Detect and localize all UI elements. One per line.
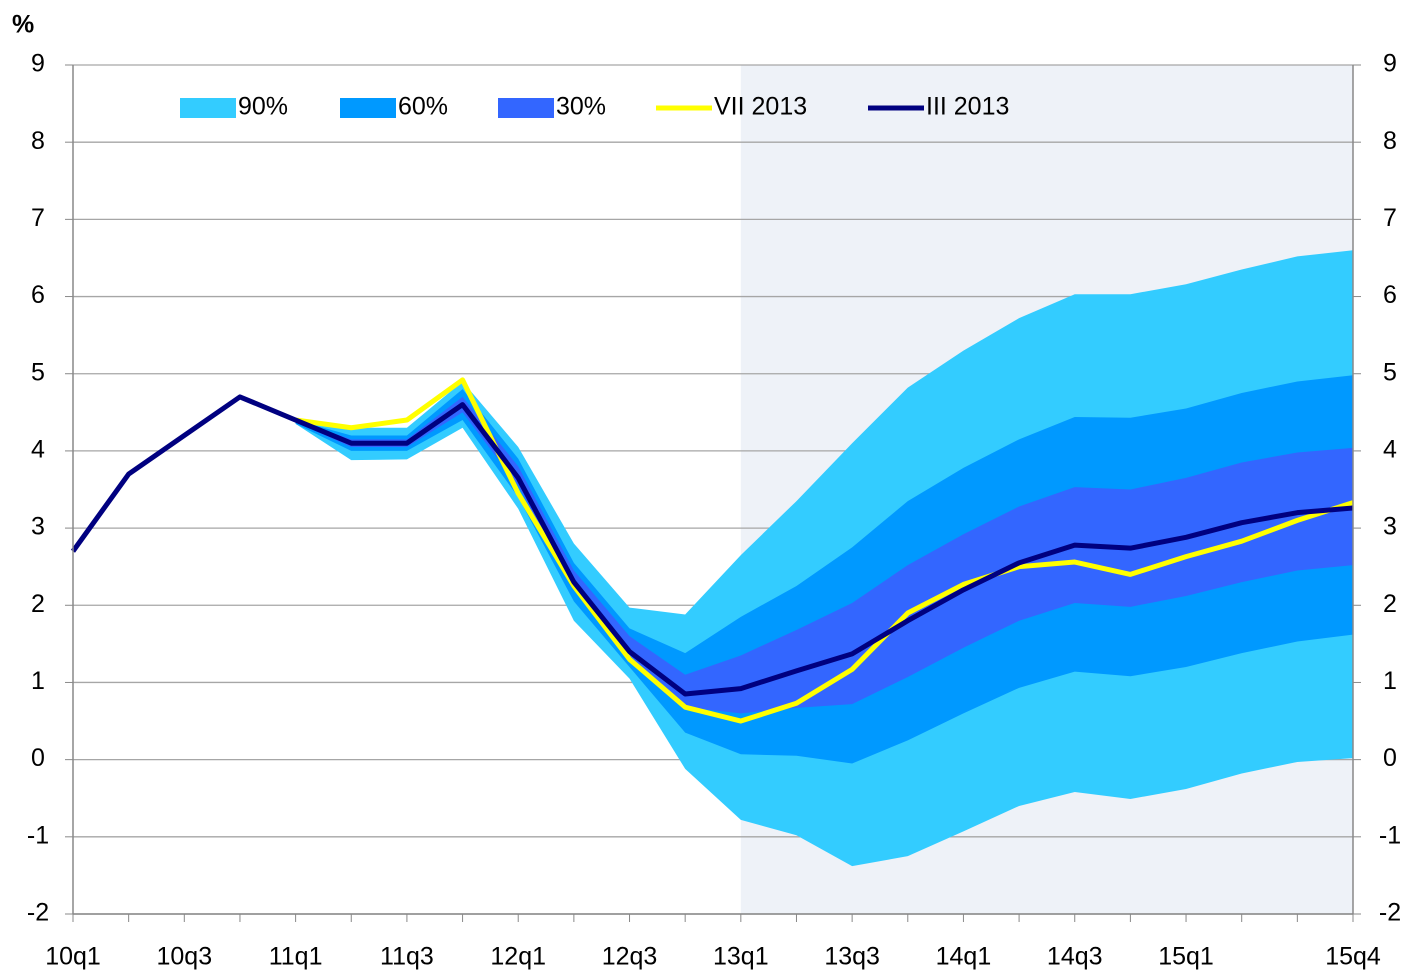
x-tick-label: 10q3 xyxy=(156,943,212,971)
legend-swatch xyxy=(180,98,236,118)
x-tick-label: 10q1 xyxy=(45,943,101,971)
y-unit-label: % xyxy=(12,11,34,39)
y-tick-label: 1 xyxy=(31,667,45,695)
fan-band xyxy=(295,375,1354,764)
y2-tick-label: 0 xyxy=(1383,744,1397,772)
x-tick-label: 15q1 xyxy=(1158,943,1214,971)
series-line xyxy=(70,394,1354,697)
legend-label: III 2013 xyxy=(926,93,1009,121)
x-tick-label: 11q1 xyxy=(269,943,323,971)
y-tick-label: 0 xyxy=(31,744,45,772)
y2-tick-label: 2 xyxy=(1383,590,1397,618)
y2-tick-label: 8 xyxy=(1383,127,1397,155)
series-line xyxy=(295,377,1354,724)
y2-tick-label: 3 xyxy=(1383,513,1397,541)
y2-tick-label: 4 xyxy=(1383,436,1397,464)
y2-tick-label: 9 xyxy=(1383,50,1397,78)
legend-label: 60% xyxy=(398,93,448,121)
y2-tick-label: 7 xyxy=(1383,204,1397,232)
fan-band xyxy=(295,396,1354,714)
y-tick-label: -1 xyxy=(27,821,49,849)
x-tick-label: 15q4 xyxy=(1325,943,1381,971)
y-tick-label: 5 xyxy=(31,358,45,386)
x-tick-label: 13q1 xyxy=(713,943,769,971)
x-tick-label: 14q1 xyxy=(936,943,992,971)
x-tick-label: 14q3 xyxy=(1047,943,1103,971)
legend-label: VII 2013 xyxy=(714,93,807,121)
y-tick-label: 3 xyxy=(31,513,45,541)
y-tick-label: 4 xyxy=(31,436,45,464)
legend-swatch xyxy=(340,98,396,118)
y-tick-label: 7 xyxy=(31,204,45,232)
y2-tick-label: 1 xyxy=(1383,667,1397,695)
fan-band xyxy=(295,250,1354,867)
y-tick-label: -2 xyxy=(27,899,49,927)
y-tick-label: 2 xyxy=(31,590,45,618)
legend-swatch xyxy=(498,98,554,118)
y-tick-label: 8 xyxy=(31,127,45,155)
y2-tick-label: 5 xyxy=(1383,358,1397,386)
y2-tick-label: -2 xyxy=(1379,899,1401,927)
legend-label: 30% xyxy=(556,93,606,121)
legend-label: 90% xyxy=(238,93,288,121)
y-tick-label: 9 xyxy=(31,50,45,78)
x-tick-label: 12q1 xyxy=(490,943,546,971)
x-tick-label: 12q3 xyxy=(602,943,658,971)
y2-tick-label: -1 xyxy=(1379,821,1401,849)
y2-tick-label: 6 xyxy=(1383,281,1397,309)
x-tick-label: 11q3 xyxy=(380,943,434,971)
y-tick-label: 6 xyxy=(31,281,45,309)
x-tick-label: 13q3 xyxy=(824,943,880,971)
